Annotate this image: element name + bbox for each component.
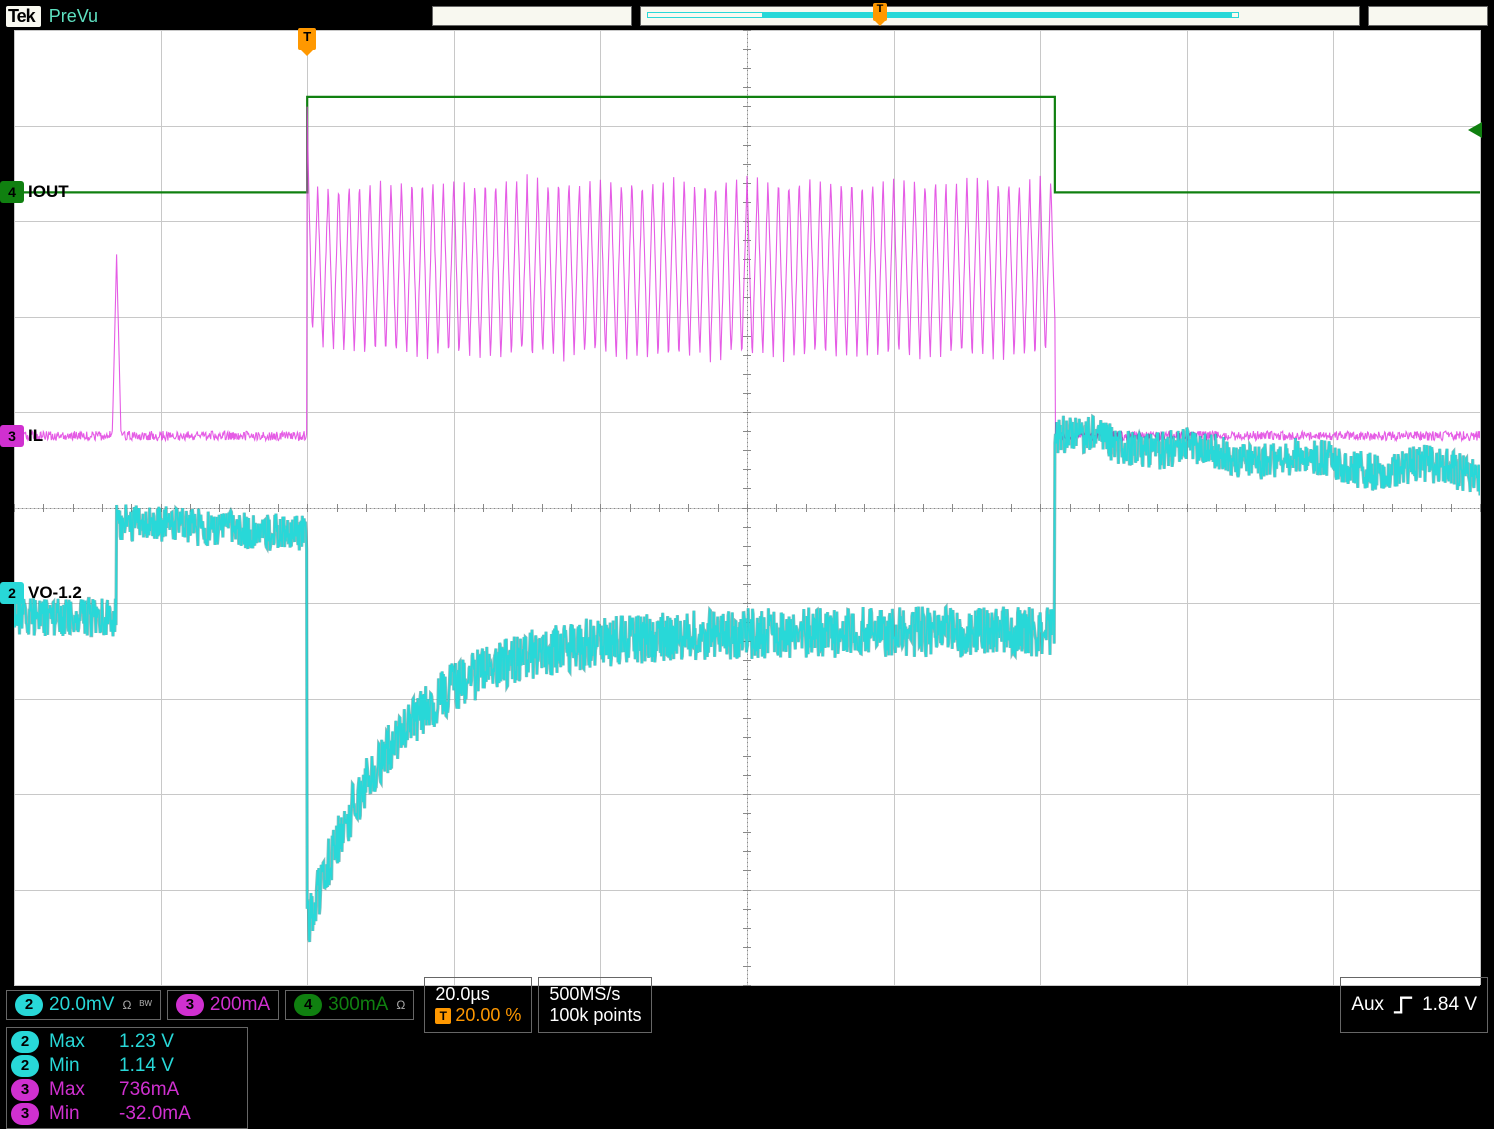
- ch2-label: VO-1.2: [28, 583, 82, 603]
- bottom-readout: 2 20.0mV Ωᴮᵂ 3 200mA 4 300mA Ω 20.0µs T …: [6, 989, 1488, 1121]
- ch2-scale-value: 20.0mV: [49, 994, 114, 1016]
- measurement-ch-pill: 3: [11, 1079, 39, 1101]
- trigger-level: 1.84 V: [1422, 994, 1477, 1016]
- measurement-row: 2 Max 1.23 V: [11, 1030, 239, 1054]
- trigger-pos-icon: T: [435, 1008, 451, 1024]
- ch2-pill: 2: [15, 994, 43, 1016]
- timebase-scale: 20.0µs: [435, 984, 521, 1005]
- ch3-scale-value: 200mA: [210, 994, 270, 1016]
- measurement-ch-pill: 3: [11, 1103, 39, 1125]
- ch4-scale-value: 300mA: [328, 994, 388, 1016]
- measurement-name: Min: [49, 1055, 109, 1077]
- waveform-grid[interactable]: 4 IOUT 3 IL 2 VO-1.2 T: [14, 30, 1480, 985]
- measurement-ch-pill: 2: [11, 1031, 39, 1053]
- measurement-value: 736mA: [119, 1079, 239, 1101]
- ch4-coupling-icon: Ω: [396, 998, 405, 1012]
- ch3-scale-readout[interactable]: 3 200mA: [167, 990, 279, 1020]
- trigger-readout[interactable]: Aux 1.84 V: [1340, 977, 1488, 1033]
- trigger-time-marker-icon[interactable]: T: [298, 28, 316, 50]
- timebase-readout[interactable]: 20.0µs T 20.00 %: [424, 977, 532, 1033]
- measurement-value: -32.0mA: [119, 1103, 239, 1125]
- measurement-ch-pill: 2: [11, 1055, 39, 1077]
- top-slot-left: [432, 6, 632, 26]
- measurements-table[interactable]: 2 Max 1.23 V 2 Min 1.14 V 3 Max 736mA 3 Min -32.0mA: [6, 1027, 248, 1129]
- trigger-position-value: 20.00 %: [455, 1005, 521, 1026]
- measurement-name: Min: [49, 1103, 109, 1125]
- top-slot-right: [1368, 6, 1488, 26]
- trigger-coupling: Aux: [1351, 994, 1384, 1016]
- trigger-level-marker-icon[interactable]: [1468, 122, 1482, 138]
- record-overview-bar: [647, 12, 1239, 18]
- top-slot-overview: T: [640, 6, 1360, 26]
- ch2-scale-readout[interactable]: 2 20.0mV Ωᴮᵂ: [6, 990, 161, 1020]
- ch3-pill: 3: [176, 994, 204, 1016]
- sample-rate: 500MS/s: [549, 984, 641, 1005]
- measurement-row: 3 Max 736mA: [11, 1078, 239, 1102]
- ch2-ground-marker[interactable]: 2: [0, 582, 24, 604]
- acquisition-mode: PreVu: [45, 6, 98, 27]
- trigger-position-overview-icon: T: [873, 3, 887, 21]
- tek-logo: Tek: [6, 6, 41, 27]
- measurement-row: 2 Min 1.14 V: [11, 1054, 239, 1078]
- waveform-canvas: [14, 30, 1480, 985]
- ch4-ground-marker[interactable]: 4: [0, 181, 24, 203]
- acquisition-readout[interactable]: 500MS/s 100k points: [538, 977, 652, 1033]
- ch3-label: IL: [28, 426, 43, 446]
- record-length: 100k points: [549, 1005, 641, 1026]
- oscilloscope-frame: Tek PreVu T 4 IOUT 3 IL 2 VO-1.2 T: [0, 0, 1494, 1125]
- measurement-name: Max: [49, 1031, 109, 1053]
- ch3-ground-marker[interactable]: 3: [0, 425, 24, 447]
- measurement-row: 3 Min -32.0mA: [11, 1102, 239, 1126]
- measurement-value: 1.23 V: [119, 1031, 239, 1053]
- ch4-label: IOUT: [28, 182, 69, 202]
- top-bar: Tek PreVu T: [6, 4, 1488, 28]
- measurement-name: Max: [49, 1079, 109, 1101]
- measurement-value: 1.14 V: [119, 1055, 239, 1077]
- ch4-scale-readout[interactable]: 4 300mA Ω: [285, 990, 414, 1020]
- channel-scale-row: 2 20.0mV Ωᴮᵂ 3 200mA 4 300mA Ω 20.0µs T …: [6, 989, 1488, 1021]
- ch4-pill: 4: [294, 994, 322, 1016]
- ch2-coupling-icon: Ω: [122, 998, 131, 1012]
- rising-edge-icon: [1392, 994, 1414, 1016]
- ch2-bw-icon: ᴮᵂ: [139, 998, 151, 1012]
